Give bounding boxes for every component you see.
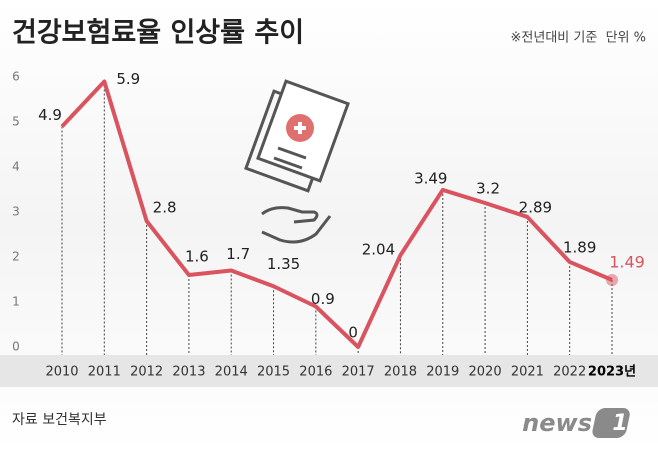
- y-tick-label: 2: [12, 250, 20, 264]
- y-tick-label: 4: [12, 160, 20, 174]
- series-line: [60, 79, 613, 349]
- x-tick-label: 2021: [511, 365, 544, 380]
- x-tick-label: 2016: [299, 365, 332, 380]
- data-label: 1.6: [185, 248, 209, 266]
- data-label: 0: [348, 324, 358, 342]
- x-tick-label: 2012: [130, 365, 163, 380]
- subtitle: ※전년대비 기준 단위 %: [511, 31, 646, 46]
- logo-text: news: [522, 409, 592, 437]
- x-tick-label: 2020: [469, 365, 502, 380]
- source: 자료 보건복지부: [12, 412, 107, 428]
- x-tick-label: 2019: [426, 365, 459, 380]
- data-label: 4.9: [38, 106, 62, 124]
- y-tick-label: 5: [12, 115, 20, 129]
- y-tick-label: 3: [12, 205, 20, 219]
- data-label: 1.7: [226, 245, 250, 263]
- logo-box: [592, 408, 630, 438]
- illustration: [244, 79, 350, 244]
- data-label: 3.49: [414, 169, 447, 187]
- x-tick-label: 2022: [553, 365, 586, 380]
- data-label: 0.9: [311, 290, 335, 308]
- x-tick-label: 2013: [172, 365, 205, 380]
- document-lines: [273, 146, 307, 170]
- chart-title: 건강보험료율 인상률 추이: [12, 18, 304, 49]
- highlight-point: [606, 273, 618, 286]
- data-label: 1.89: [563, 238, 596, 256]
- data-label: 2.89: [519, 198, 552, 216]
- x-tick-label: 2011: [88, 365, 121, 380]
- logo: news 1: [522, 408, 630, 438]
- cross: [294, 122, 306, 134]
- x-tick-label: 2023년: [588, 365, 636, 380]
- data-label: 2.8: [153, 199, 177, 217]
- hand: [261, 206, 332, 244]
- x-tick-label: 2014: [215, 365, 248, 380]
- x-tick-label: 2010: [45, 365, 78, 380]
- y-tick-label: 6: [12, 70, 20, 84]
- data-label: 5.9: [116, 70, 140, 88]
- y-tick-label: 1: [12, 295, 20, 309]
- y-tick-label: 0: [12, 340, 20, 354]
- x-tick-label: 2017: [342, 365, 375, 380]
- data-label: 1.35: [267, 255, 300, 273]
- data-label: 1.49: [609, 252, 645, 271]
- x-tick-label: 2018: [384, 365, 417, 380]
- logo-mark: 1: [612, 411, 627, 436]
- data-label: 3.2: [476, 180, 500, 198]
- x-axis-band: [0, 355, 658, 387]
- data-label: 2.04: [362, 241, 395, 259]
- x-tick-label: 2015: [257, 365, 290, 380]
